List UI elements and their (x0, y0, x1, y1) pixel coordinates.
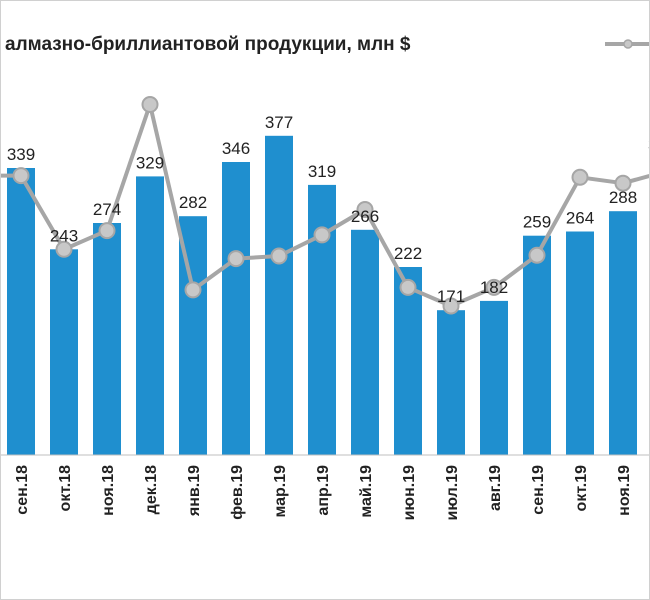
bar-value-label-2: 243 (50, 226, 78, 245)
line-marker-14 (571, 168, 589, 186)
bar-value-label-9: 266 (351, 207, 379, 226)
bars-layer (7, 135, 637, 456)
line-marker-1 (12, 167, 30, 185)
x-tick-label-4: дек.18 (143, 465, 160, 514)
bar-6 (222, 162, 250, 455)
line-layer (1, 96, 649, 315)
x-tick-label-2: окт.18 (57, 465, 74, 512)
bar-7 (265, 135, 293, 456)
bar-value-label-7: 377 (265, 113, 293, 132)
line-marker-12 (485, 278, 503, 296)
bar-value-label-11: 171 (437, 287, 465, 306)
line-marker-7 (270, 247, 288, 265)
bar-13 (523, 235, 551, 455)
bar-8 (308, 184, 336, 455)
bar-value-label-14: 264 (566, 209, 594, 228)
line-marker-4 (141, 96, 159, 113)
bar-value-label-5: 282 (179, 193, 207, 212)
line-marker-6 (227, 250, 245, 268)
line-marker-15 (614, 174, 632, 192)
bar-value-label-8: 319 (308, 162, 336, 181)
x-tick-label-11: июл.19 (444, 465, 461, 521)
bar-14 (566, 231, 594, 455)
x-tick-label-3: ноя.18 (100, 465, 117, 516)
bar-2 (50, 249, 78, 455)
bar-1 (7, 168, 35, 455)
bar-value-label-3: 274 (93, 200, 121, 219)
legend (605, 39, 649, 49)
bar-value-label-16: 3 (648, 136, 650, 155)
bar-15 (609, 211, 637, 455)
bar-value-label-6: 346 (222, 139, 250, 158)
x-tick-label-15: ноя.19 (616, 465, 633, 516)
bar-value-label-4: 329 (136, 153, 164, 172)
bar-9 (351, 229, 379, 455)
x-tick-label-13: сен.19 (530, 465, 547, 515)
x-tick-label-14: окт.19 (573, 465, 590, 512)
line-marker-11 (442, 297, 460, 315)
x-tick-label-9: май.19 (358, 465, 375, 518)
legend-marker-swatch (623, 39, 633, 49)
bar-12 (480, 300, 508, 455)
bar-4 (136, 176, 164, 455)
line-marker-9 (356, 201, 374, 218)
bar-value-label-1: 339 (7, 145, 35, 164)
chart-title: алмазно-бриллиантовой продукции, млн $ (5, 34, 411, 55)
line-marker-2 (55, 240, 73, 258)
bar-value-label-13: 259 (523, 213, 551, 232)
bar-value-label-12: 182 (480, 278, 508, 297)
bar-3 (93, 223, 121, 455)
line-marker-13 (528, 246, 546, 264)
bar-11 (437, 310, 465, 455)
x-tick-label-12: авг.19 (487, 465, 504, 511)
line-marker-10 (399, 278, 417, 296)
bar-value-label-10: 222 (394, 244, 422, 263)
line-marker-5 (184, 281, 202, 299)
x-tick-label-7: мар.19 (272, 465, 289, 518)
line-marker-3 (98, 222, 116, 240)
x-axis-ticks: сен.18 окт.18 ноя.18 дек.18 янв.19 фев.19 мар.… (14, 465, 633, 521)
x-tick-label-8: апр.19 (315, 465, 332, 516)
x-tick-label-6: фев.19 (229, 465, 246, 520)
x-tick-label-10: июн.19 (401, 465, 418, 521)
bar-10 (394, 267, 422, 455)
value-labels-layer: 339 243 274 329 282 346 377 319 266 222 171 182 259 2… (7, 113, 650, 306)
line-marker-8 (313, 226, 331, 244)
bar-value-label-15: 288 (609, 188, 637, 207)
x-tick-label-1: сен.18 (14, 465, 31, 515)
x-tick-label-5: янв.19 (186, 465, 203, 517)
